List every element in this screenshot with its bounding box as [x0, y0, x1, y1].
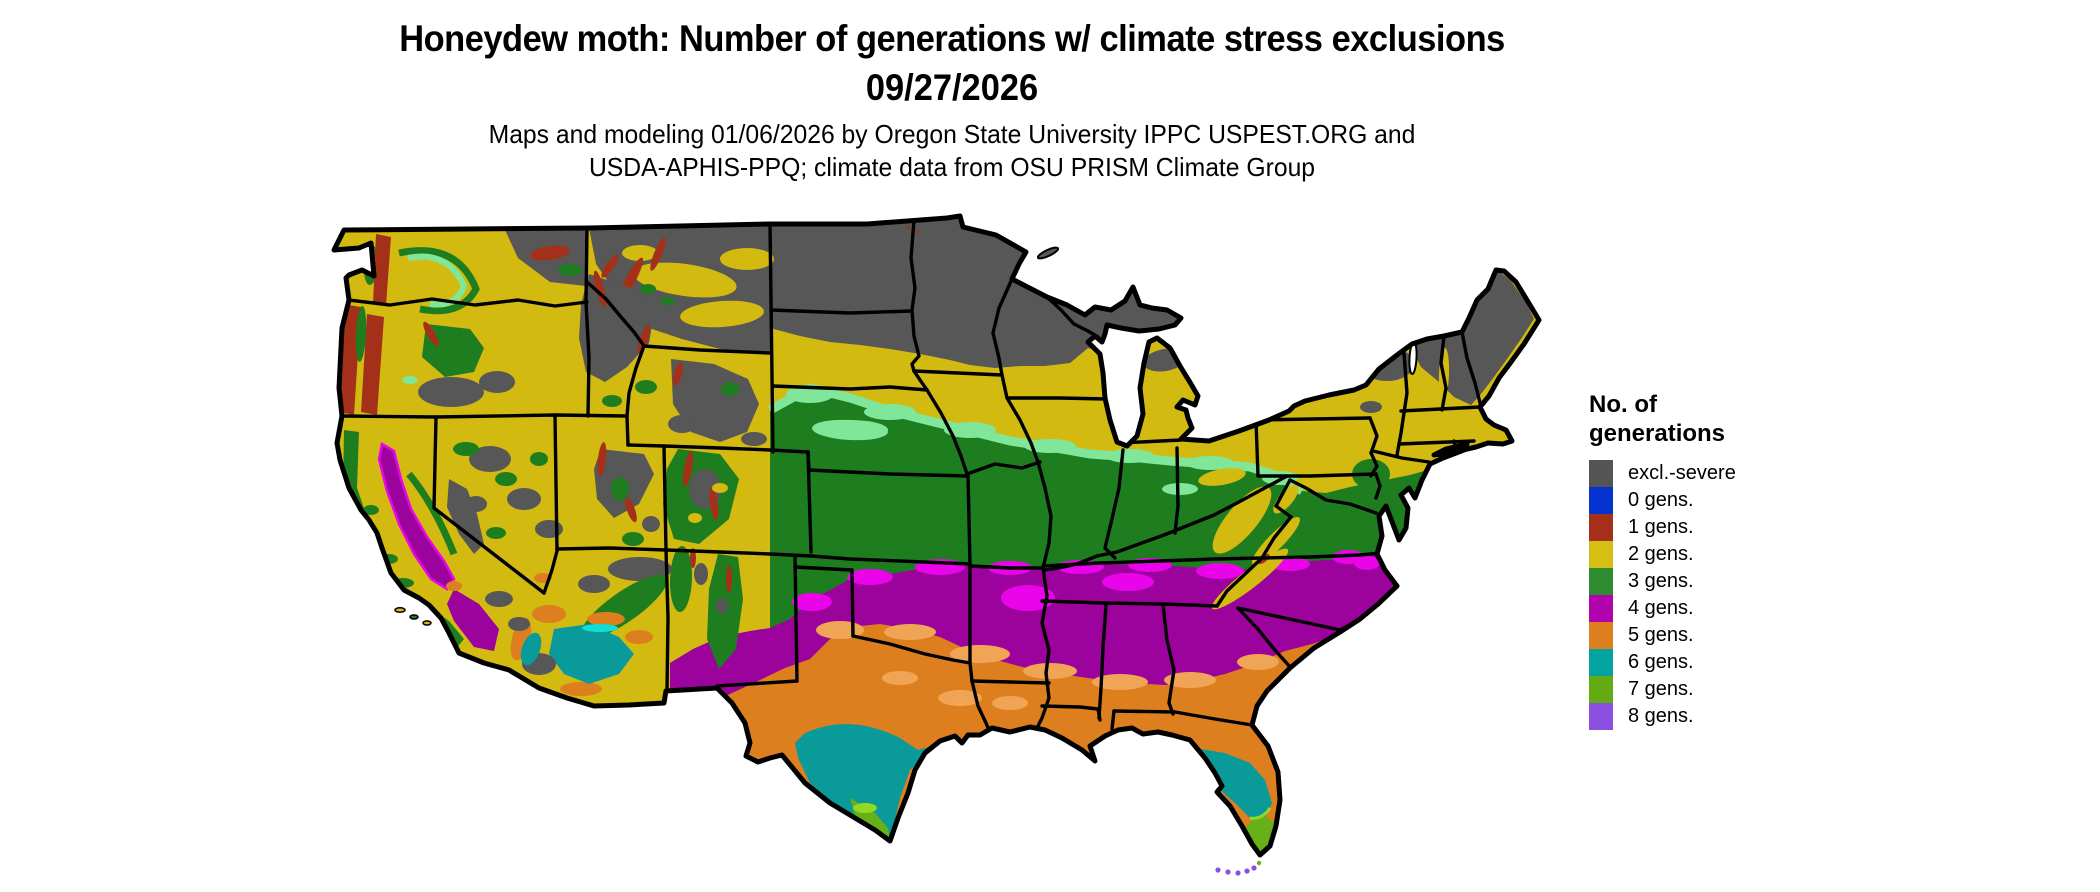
figure-date: 09/27/2026 — [865, 67, 1039, 108]
blue-mountains-green — [422, 324, 484, 377]
socal-inland-4gens — [447, 589, 499, 651]
west-patchwork — [337, 224, 908, 696]
legend-swatch — [1589, 568, 1613, 595]
legend-label: 8 gens. — [1628, 705, 1694, 727]
legend-item: 1 gens. — [1589, 514, 1849, 541]
legend-label: 5 gens. — [1628, 624, 1694, 646]
light-orange-blobs — [816, 621, 1279, 710]
legend-title-line2: generations — [1589, 420, 1726, 447]
florida-keys-8gens — [1215, 860, 1262, 876]
legend-item: 8 gens. — [1589, 703, 1849, 730]
subtitle-block: Maps and modeling 01/06/2026 by Oregon S… — [48, 118, 1857, 184]
us-generations-map — [250, 158, 1560, 892]
legend-label: 7 gens. — [1628, 678, 1694, 700]
map-fill-layers — [334, 216, 1539, 855]
state-borders — [340, 218, 1483, 737]
legend-swatch — [1589, 460, 1613, 487]
legend-label: 6 gens. — [1628, 651, 1694, 673]
legend-label: 2 gens. — [1628, 543, 1694, 565]
sierra-nevada-gray — [447, 479, 484, 554]
legend-swatch — [1589, 541, 1613, 568]
puget-0gens-dots — [351, 250, 366, 265]
legend-label: 1 gens. — [1628, 516, 1694, 538]
legend-item: 3 gens. — [1589, 568, 1849, 595]
legend: No. of generations excl.-severe 0 gens. … — [1589, 390, 1849, 730]
legend-swatch — [1589, 595, 1613, 622]
cascades-red-or — [361, 314, 384, 415]
legend-swatch — [1589, 649, 1613, 676]
legend-item: excl.-severe — [1589, 460, 1849, 487]
florida-7gens-fringe — [1249, 807, 1272, 820]
legend-item: 4 gens. — [1589, 595, 1849, 622]
us-outline — [331, 213, 1542, 858]
legend-label: 3 gens. — [1628, 570, 1694, 592]
legend-item: 2 gens. — [1589, 541, 1849, 568]
isle-royale — [1036, 246, 1060, 260]
legend-swatch — [1589, 514, 1613, 541]
subtitle-line2: USDA-APHIS-PPQ; climate data from OSU PR… — [588, 152, 1316, 182]
subtitle-line1: Maps and modeling 01/06/2026 by Oregon S… — [488, 119, 1416, 149]
channel-islands — [394, 607, 432, 626]
east-colorado-green — [781, 427, 908, 556]
coast-range-red-or — [339, 304, 361, 415]
arizona-teal — [549, 624, 634, 684]
legend-swatch — [1589, 487, 1613, 514]
legend-item: 6 gens. — [1589, 649, 1849, 676]
legend-items: excl.-severe 0 gens. 1 gens. 2 gens. 3 g… — [1589, 460, 1849, 730]
legend-swatch — [1589, 703, 1613, 730]
central-valley-4gens — [379, 444, 454, 589]
figure-title: Honeydew moth: Number of generations w/ … — [399, 18, 1505, 59]
catskills-gray — [1360, 401, 1382, 413]
legend-label: 0 gens. — [1628, 489, 1694, 511]
legend-swatch — [1589, 676, 1613, 703]
legend-title-line1: No. of — [1589, 391, 1657, 418]
appalachian-2gens-streak — [1211, 484, 1301, 610]
cascades-red-wa — [373, 234, 391, 306]
legend-label: excl.-severe — [1628, 462, 1736, 484]
idaho-gray — [579, 274, 654, 382]
legend-item: 0 gens. — [1589, 487, 1849, 514]
title-block: Honeydew moth: Number of generations w/ … — [67, 18, 1838, 109]
us-map-svg — [331, 213, 1542, 876]
legend-item: 5 gens. — [1589, 622, 1849, 649]
florida-6gens — [1195, 748, 1272, 820]
legend-swatch — [1589, 622, 1613, 649]
legend-item: 7 gens. — [1589, 676, 1849, 703]
texas-7gens-fringe — [853, 803, 877, 813]
legend-label: 4 gens. — [1628, 597, 1694, 619]
